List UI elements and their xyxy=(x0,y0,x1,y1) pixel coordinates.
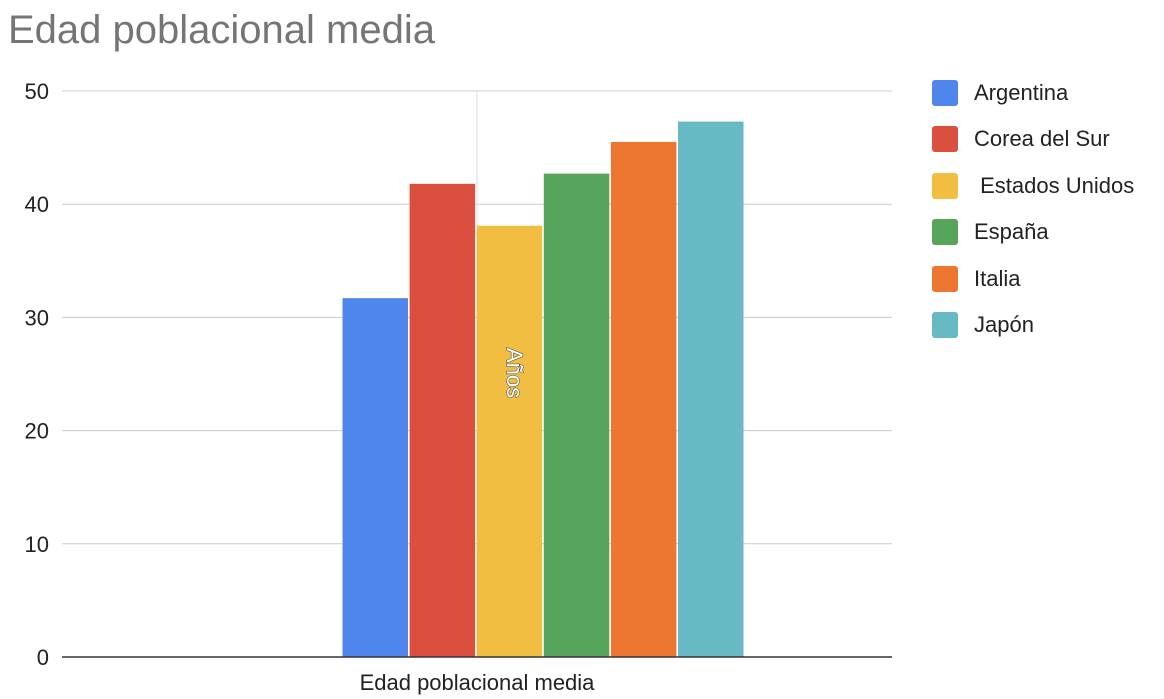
legend-swatch xyxy=(932,219,958,245)
legend-item: Argentina xyxy=(932,78,1134,107)
legend-swatch xyxy=(932,79,958,106)
bar-estados-unidos xyxy=(476,225,543,657)
legend: Argentina Corea del Sur Estados Unidos Esp… xyxy=(932,78,1134,357)
legend-swatch xyxy=(932,126,958,152)
legend-label: Corea del Sur xyxy=(974,126,1110,151)
y-tick-label: 50 xyxy=(25,79,49,104)
legend-label: España xyxy=(974,219,1049,244)
x-tick-label: Edad poblacional media xyxy=(360,670,596,695)
legend-item: Corea del Sur xyxy=(932,125,1134,154)
y-tick-label: 0 xyxy=(37,645,49,670)
legend-swatch xyxy=(932,172,958,199)
y-tick-label: 40 xyxy=(25,192,49,217)
bar-españa xyxy=(543,173,610,658)
chart-title: Edad poblacional media xyxy=(8,8,435,52)
annotations: Años xyxy=(501,347,527,398)
legend-swatch xyxy=(932,265,958,292)
y-tick-label: 10 xyxy=(25,532,49,557)
bar-italia xyxy=(610,141,677,657)
bar-japón xyxy=(678,121,744,657)
legend-label: Japón xyxy=(974,312,1034,337)
axis-annotation: Años xyxy=(502,348,527,398)
bars xyxy=(342,121,744,658)
y-axis-ticks: 0 10 20 30 40 50 xyxy=(25,79,49,670)
legend-label: Argentina xyxy=(974,79,1069,105)
legend-item: Italia xyxy=(932,264,1134,293)
legend-label: Italia xyxy=(974,265,1021,291)
legend-swatch xyxy=(932,312,958,338)
bar-corea-del-sur xyxy=(409,183,476,657)
legend-item: Japón xyxy=(932,311,1134,340)
y-tick-label: 20 xyxy=(25,419,49,444)
legend-item: España xyxy=(932,218,1134,247)
x-axis: Edad poblacional media xyxy=(62,656,892,695)
legend-item: Estados Unidos xyxy=(932,171,1134,200)
bar-argentina xyxy=(342,298,408,657)
legend-label: Estados Unidos xyxy=(974,172,1135,198)
y-tick-label: 30 xyxy=(25,305,49,330)
